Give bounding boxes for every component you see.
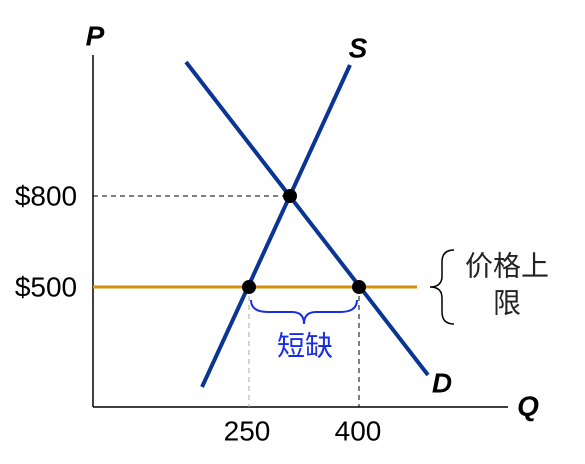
supply-label: S: [349, 32, 368, 63]
equilibrium-point: [283, 189, 297, 203]
price-label: $800: [15, 180, 77, 211]
quantity-label: 400: [335, 415, 382, 446]
ceiling-brace: [429, 249, 455, 325]
demand-label: D: [432, 367, 452, 398]
quantity-label: 250: [224, 415, 271, 446]
shortage-label: 短缺: [277, 330, 333, 361]
demand-point: [352, 280, 366, 294]
ceiling-label: 价格上: [465, 250, 549, 281]
demand-curve: [184, 60, 430, 377]
price-label: $500: [15, 271, 77, 302]
supply-curve: [200, 64, 352, 388]
x-axis-label: Q: [517, 390, 539, 421]
supply-point: [242, 280, 256, 294]
shortage-brace: [250, 299, 358, 325]
ceiling-label: 限: [493, 287, 521, 318]
y-axis-label: P: [86, 20, 105, 51]
